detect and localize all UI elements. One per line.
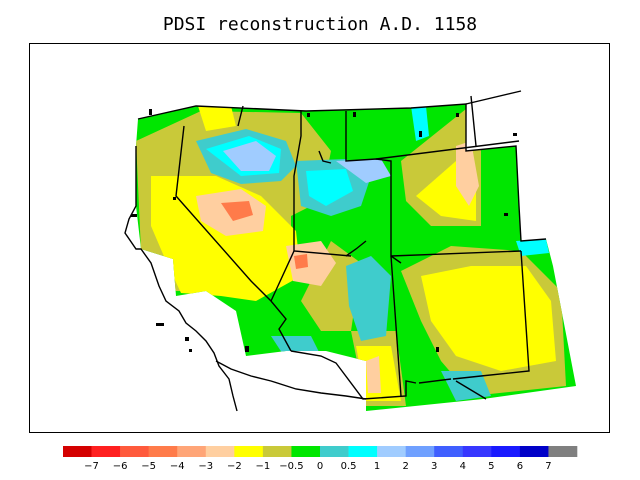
legend-swatch bbox=[519, 446, 549, 457]
legend-swatch bbox=[462, 446, 492, 457]
legend-label: 3 bbox=[431, 461, 437, 472]
legend-label: 5 bbox=[488, 461, 494, 472]
legend-swatch bbox=[120, 446, 149, 457]
legend-swatch bbox=[91, 446, 121, 457]
legend-swatch bbox=[177, 446, 207, 457]
legend-label: −6 bbox=[113, 461, 128, 472]
legend-swatch bbox=[320, 446, 349, 457]
legend-label: −4 bbox=[170, 461, 185, 472]
legend-label: −3 bbox=[198, 461, 213, 472]
legend-swatch bbox=[377, 446, 406, 457]
legend-swatch bbox=[205, 446, 235, 457]
legend-label: 6 bbox=[517, 461, 523, 472]
legend-swatch bbox=[262, 446, 292, 457]
legend-swatch bbox=[405, 446, 435, 457]
legend-swatch bbox=[348, 446, 378, 457]
legend-swatch bbox=[491, 446, 521, 457]
pdsi-field bbox=[136, 104, 576, 411]
map-marks bbox=[131, 109, 517, 352]
legend-swatch bbox=[434, 446, 464, 457]
legend-label: 0 bbox=[317, 461, 323, 472]
legend-label: −1 bbox=[256, 461, 271, 472]
legend-swatch bbox=[548, 446, 578, 457]
legend-label: 0.5 bbox=[341, 461, 357, 472]
map-outlines bbox=[124, 90, 547, 412]
legend-label: 2 bbox=[402, 461, 408, 472]
legend-label: 7 bbox=[545, 461, 551, 472]
legend-swatch bbox=[291, 446, 321, 457]
legend-label: 4 bbox=[460, 461, 466, 472]
legend-swatch bbox=[234, 446, 264, 457]
pdsi-map bbox=[124, 90, 576, 412]
legend-label: −5 bbox=[141, 461, 156, 472]
legend-label: −0.5 bbox=[279, 461, 303, 472]
legend-swatch bbox=[63, 446, 92, 457]
legend-label: 1 bbox=[374, 461, 380, 472]
legend-label: −7 bbox=[84, 461, 99, 472]
legend-label: −2 bbox=[227, 461, 242, 472]
map-title: PDSI reconstruction A.D. 1158 bbox=[162, 14, 478, 35]
legend-swatch bbox=[148, 446, 178, 457]
map-frame bbox=[29, 43, 610, 433]
